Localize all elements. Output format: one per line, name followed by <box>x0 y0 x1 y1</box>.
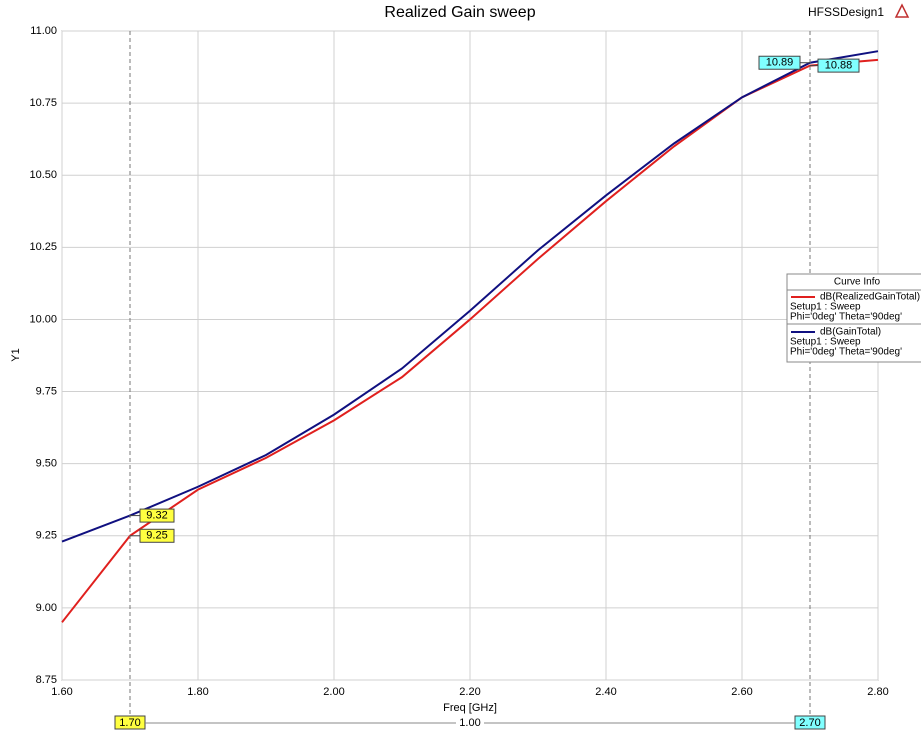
marker-value-box <box>139 508 175 523</box>
x-tick-label: 2.00 <box>323 686 344 698</box>
legend-variables: Phi='0deg' Theta='90deg' <box>790 312 902 323</box>
design-name: HFSSDesign1 <box>808 5 884 19</box>
x-tick-label: 2.80 <box>867 686 888 698</box>
y-tick-label: 9.75 <box>36 385 57 397</box>
marker-x-label: 1.70 <box>119 717 140 729</box>
marker-value-box <box>758 55 801 70</box>
series-line <box>61 50 879 543</box>
y-tick-label: 9.25 <box>36 530 57 542</box>
y-tick-label: 10.25 <box>29 241 57 253</box>
x-tick-label: 2.60 <box>731 686 752 698</box>
delta-box <box>456 716 484 729</box>
x-tick-label: 1.80 <box>187 686 208 698</box>
marker-value-label: 9.25 <box>146 530 167 542</box>
marker-value-label: 9.32 <box>146 509 167 521</box>
legend-entry: dB(GainTotal) <box>820 327 881 338</box>
x-tick-label: 1.60 <box>51 686 72 698</box>
x-axis-label: Freq [GHz] <box>443 702 497 714</box>
x-tick-label: 2.20 <box>459 686 480 698</box>
y-tick-label: 10.00 <box>29 313 57 325</box>
y-tick-label: 9.50 <box>36 458 57 470</box>
marker-value-label: 10.89 <box>766 57 794 69</box>
logo <box>894 3 910 18</box>
legend-setup: Setup1 : Sweep <box>790 302 861 313</box>
marker-value-box <box>817 58 860 73</box>
chart-title: Realized Gain sweep <box>384 4 535 21</box>
y-tick-label: 9.00 <box>36 602 57 614</box>
legend-entry: dB(RealizedGainTotal) <box>820 292 920 303</box>
y-tick-label: 10.50 <box>29 169 57 181</box>
y-tick-label: 10.75 <box>29 97 57 109</box>
marker-x-label: 2.70 <box>799 717 820 729</box>
legend-box <box>786 273 921 363</box>
marker-value-label: 10.88 <box>825 60 853 72</box>
y-axis-label: Y1 <box>10 348 22 361</box>
legend-setup: Setup1 : Sweep <box>790 337 861 348</box>
delta-label: 1.00 <box>459 717 480 729</box>
legend-title: Curve Info <box>834 277 881 288</box>
y-tick-label: 11.00 <box>30 25 57 37</box>
x-tick-label: 2.40 <box>595 686 616 698</box>
marker-value-box <box>139 528 175 543</box>
y-tick-label: 8.75 <box>36 674 57 686</box>
legend-variables: Phi='0deg' Theta='90deg' <box>790 347 902 358</box>
